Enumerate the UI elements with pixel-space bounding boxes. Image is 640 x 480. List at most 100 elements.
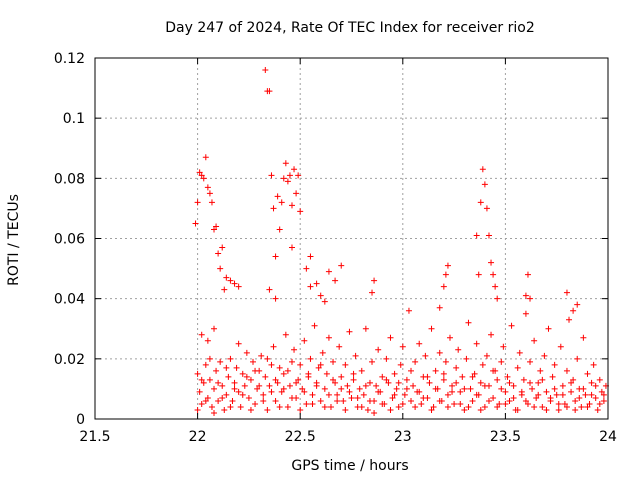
data-point: [494, 295, 501, 302]
data-point: [492, 283, 499, 290]
data-point: [354, 394, 361, 401]
data-point: [395, 379, 402, 386]
data-point: [455, 346, 462, 353]
data-point: [215, 250, 222, 257]
data-point: [375, 346, 382, 353]
data-point: [428, 406, 435, 413]
data-point: [311, 322, 318, 329]
data-point: [446, 334, 453, 341]
data-point: [206, 355, 213, 362]
data-point: [584, 403, 591, 410]
data-point: [557, 343, 564, 350]
data-point: [405, 307, 412, 314]
data-point: [494, 403, 501, 410]
data-point: [494, 376, 501, 383]
data-point: [350, 376, 357, 383]
x-tick-label: 22: [189, 429, 207, 445]
data-point: [483, 205, 490, 212]
data-point: [543, 406, 550, 413]
data-point: [272, 295, 279, 302]
data-point: [358, 367, 365, 374]
data-point: [467, 385, 474, 392]
data-point: [295, 172, 302, 179]
data-point: [282, 331, 289, 338]
data-point: [346, 388, 353, 395]
data-point: [453, 364, 460, 371]
data-point: [229, 397, 236, 404]
data-point: [198, 172, 205, 179]
data-point: [356, 385, 363, 392]
data-point: [196, 169, 203, 176]
y-tick-label: 0: [76, 412, 85, 428]
data-point: [366, 379, 373, 386]
data-point: [506, 397, 513, 404]
data-point: [496, 400, 503, 407]
data-point: [227, 403, 234, 410]
data-point: [594, 406, 601, 413]
data-point: [301, 388, 308, 395]
data-point: [580, 334, 587, 341]
data-point: [274, 379, 281, 386]
data-point: [297, 208, 304, 215]
data-point: [241, 382, 248, 389]
data-point: [247, 376, 254, 383]
data-point: [524, 271, 531, 278]
data-point: [588, 379, 595, 386]
data-point: [202, 154, 209, 161]
data-point: [547, 394, 554, 401]
data-point: [416, 340, 423, 347]
data-point: [334, 397, 341, 404]
data-point: [399, 400, 406, 407]
data-point: [369, 358, 376, 365]
data-point: [288, 244, 295, 251]
data-point: [330, 376, 337, 383]
data-point: [473, 391, 480, 398]
data-point: [284, 178, 291, 185]
data-point: [551, 385, 558, 392]
data-point: [262, 373, 269, 380]
data-point: [301, 337, 308, 344]
data-point: [262, 67, 269, 74]
data-point: [332, 379, 339, 386]
data-point: [592, 382, 599, 389]
data-point: [514, 406, 521, 413]
data-point: [264, 406, 271, 413]
data-point: [582, 391, 589, 398]
data-point: [457, 400, 464, 407]
data-point: [498, 358, 505, 365]
data-point: [426, 379, 433, 386]
data-point: [465, 403, 472, 410]
data-point: [208, 199, 215, 206]
data-point: [192, 220, 199, 227]
data-point: [260, 391, 267, 398]
data-point: [379, 400, 386, 407]
data-point: [430, 403, 437, 410]
data-point: [268, 388, 275, 395]
data-point: [297, 361, 304, 368]
data-point: [204, 184, 211, 191]
data-point: [338, 385, 345, 392]
data-point: [307, 253, 314, 260]
data-point: [572, 406, 579, 413]
data-point: [576, 394, 583, 401]
data-point: [389, 394, 396, 401]
data-point: [600, 397, 607, 404]
data-point: [428, 325, 435, 332]
data-point: [457, 388, 464, 395]
data-point: [580, 385, 587, 392]
data-point: [471, 370, 478, 377]
data-point: [449, 388, 456, 395]
data-point: [196, 388, 203, 395]
data-point: [211, 226, 218, 233]
data-points: [192, 67, 609, 416]
data-point: [194, 406, 201, 413]
data-point: [440, 370, 447, 377]
data-point: [272, 397, 279, 404]
data-point: [527, 358, 534, 365]
data-point: [502, 388, 509, 395]
data-point: [252, 400, 259, 407]
data-point: [206, 376, 213, 383]
data-point: [202, 397, 209, 404]
data-point: [330, 358, 337, 365]
data-point: [473, 340, 480, 347]
